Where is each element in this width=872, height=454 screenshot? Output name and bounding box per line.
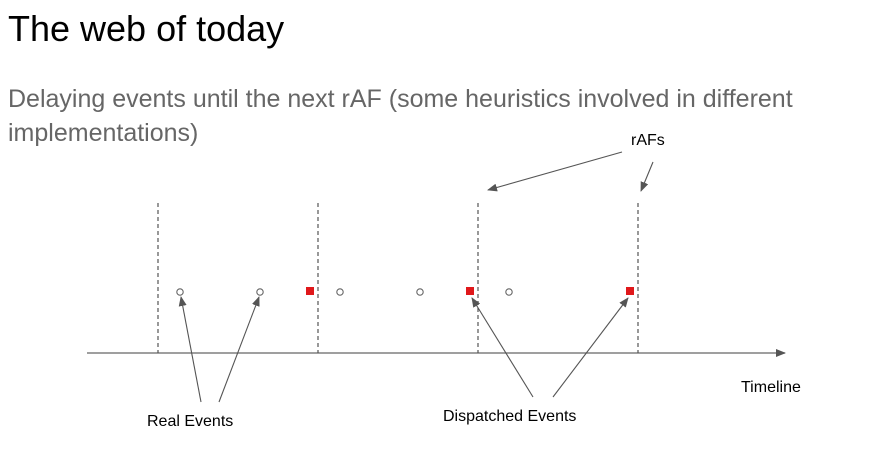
real-events-arrow	[178, 296, 202, 403]
real-events-label: Real Events	[147, 413, 233, 430]
slide-subtitle: Delaying events until the next rAF (some…	[8, 85, 793, 147]
dispatched-event-marker	[466, 287, 474, 295]
timeline-label: Timeline	[741, 379, 801, 396]
dispatched-events-arrow	[552, 297, 629, 398]
dispatched-events-arrow	[471, 297, 534, 398]
real-event-marker	[505, 288, 513, 296]
rafs-label: rAFs	[631, 132, 665, 149]
dispatched-events-label: Dispatched Events	[443, 408, 576, 425]
slide-title: The web of today	[8, 8, 285, 49]
real-events-arrow	[218, 296, 260, 403]
rafs-arrow	[640, 161, 654, 192]
real-event-marker	[176, 288, 184, 296]
rafs-arrow	[487, 151, 623, 192]
real-event-marker	[256, 288, 264, 296]
dispatched-event-marker	[306, 287, 314, 295]
dispatched-event-marker	[626, 287, 634, 295]
real-event-marker	[416, 288, 424, 296]
real-event-marker	[336, 288, 344, 296]
